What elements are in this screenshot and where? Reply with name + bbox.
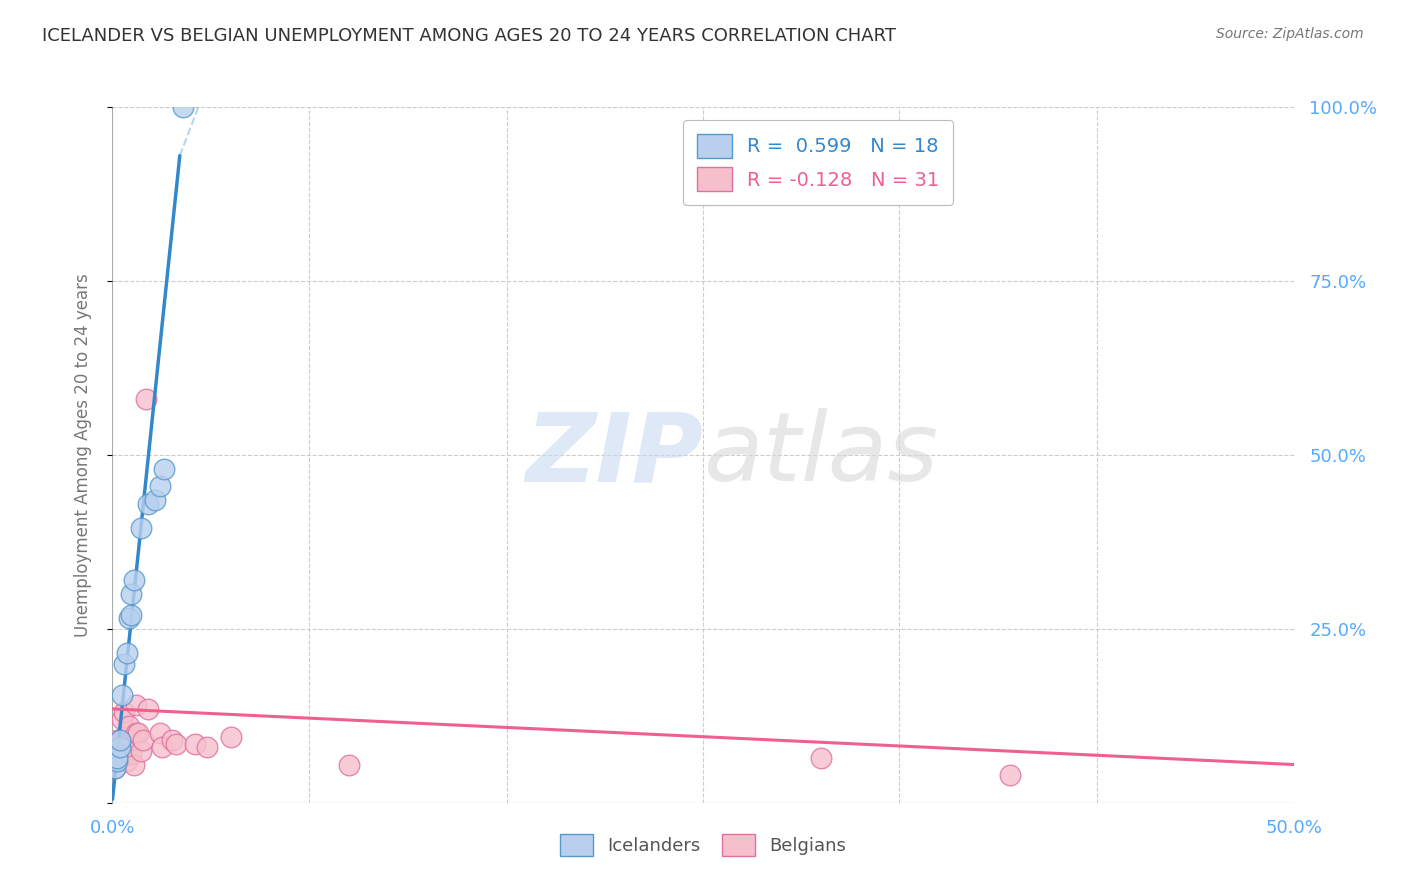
- Point: [108, 733, 131, 747]
- Point: [122, 757, 145, 772]
- Point: [108, 750, 131, 764]
- Point: [135, 392, 157, 407]
- Point: [143, 493, 166, 508]
- Point: [195, 740, 218, 755]
- Point: [998, 768, 1021, 782]
- Point: [104, 761, 127, 775]
- Point: [111, 688, 134, 702]
- Point: [132, 733, 155, 747]
- Point: [219, 730, 242, 744]
- Point: [129, 521, 152, 535]
- Point: [104, 761, 127, 775]
- Point: [150, 740, 173, 755]
- Point: [136, 702, 159, 716]
- Point: [136, 497, 159, 511]
- Point: [120, 747, 142, 761]
- Point: [112, 730, 135, 744]
- Point: [111, 712, 134, 726]
- Point: [118, 719, 141, 733]
- Point: [125, 726, 148, 740]
- Point: [337, 757, 360, 772]
- Point: [112, 657, 135, 671]
- Point: [105, 750, 128, 764]
- Text: ZIP: ZIP: [524, 409, 703, 501]
- Point: [127, 726, 149, 740]
- Point: [129, 744, 152, 758]
- Point: [112, 706, 135, 720]
- Point: [105, 754, 128, 768]
- Point: [172, 100, 194, 114]
- Point: [120, 587, 142, 601]
- Point: [120, 733, 142, 747]
- Text: atlas: atlas: [703, 409, 938, 501]
- Point: [108, 740, 131, 755]
- Point: [184, 737, 207, 751]
- Point: [122, 573, 145, 587]
- Point: [105, 733, 128, 747]
- Point: [108, 733, 131, 747]
- Point: [160, 733, 183, 747]
- Point: [105, 754, 128, 768]
- Point: [153, 462, 176, 476]
- Point: [120, 607, 142, 622]
- Point: [149, 479, 172, 493]
- Text: Source: ZipAtlas.com: Source: ZipAtlas.com: [1216, 27, 1364, 41]
- Point: [115, 754, 138, 768]
- Point: [118, 611, 141, 625]
- Point: [165, 737, 187, 751]
- Y-axis label: Unemployment Among Ages 20 to 24 years: Unemployment Among Ages 20 to 24 years: [73, 273, 91, 637]
- Point: [115, 646, 138, 660]
- Point: [149, 726, 172, 740]
- Legend: Icelanders, Belgians: Icelanders, Belgians: [553, 827, 853, 863]
- Point: [810, 750, 832, 764]
- Point: [118, 740, 141, 755]
- Point: [125, 698, 148, 713]
- Text: ICELANDER VS BELGIAN UNEMPLOYMENT AMONG AGES 20 TO 24 YEARS CORRELATION CHART: ICELANDER VS BELGIAN UNEMPLOYMENT AMONG …: [42, 27, 896, 45]
